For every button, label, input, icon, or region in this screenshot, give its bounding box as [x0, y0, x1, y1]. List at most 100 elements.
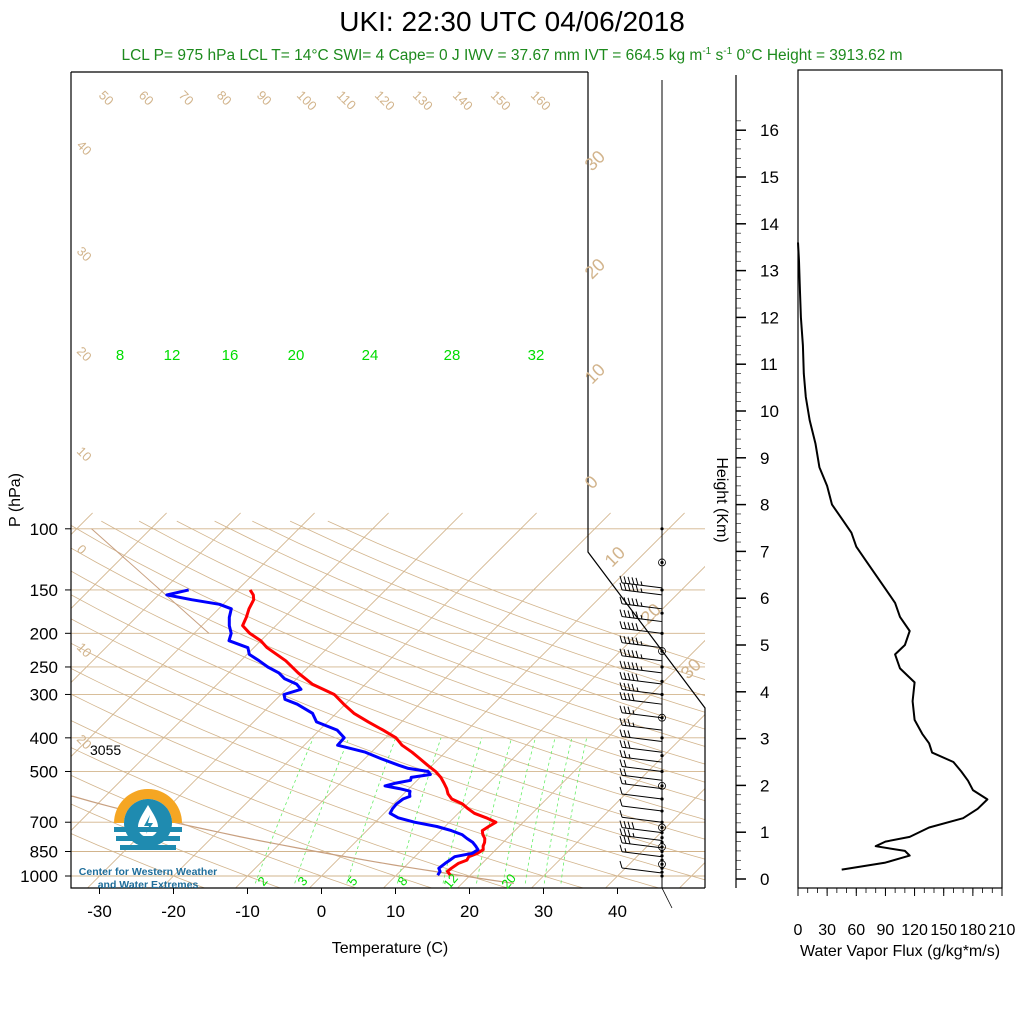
parcel-upper-line	[91, 528, 210, 634]
wind-barb-flag	[631, 683, 635, 692]
wind-barb-staff	[621, 724, 663, 731]
wind-barb-flag	[627, 661, 631, 670]
mixing-ratio-line	[294, 737, 350, 884]
wind-barb-staff	[621, 678, 663, 685]
isotherm-top-label: 150	[488, 88, 514, 114]
wind-barb-flag	[627, 576, 631, 585]
wind-barb-flag	[627, 636, 631, 644]
wind-barb-flag	[623, 729, 627, 738]
wind-barb-flag	[631, 622, 635, 630]
wind-barb-flag	[623, 836, 627, 844]
wind-barb-flag	[635, 584, 639, 593]
y-tick-label: 400	[30, 729, 58, 748]
subtitle-tail: 0°C Height = 3913.62 m	[732, 47, 903, 65]
barb-axis-tail	[661, 887, 673, 909]
wind-barb-flag	[619, 717, 623, 726]
wind-barb-flag	[623, 609, 627, 618]
dry-adiabat-line	[71, 747, 434, 888]
wind-barb-flag	[619, 692, 623, 700]
y-tick-label: 300	[30, 685, 58, 704]
wind-barb-staff	[621, 765, 663, 772]
wind-barb-staff	[621, 793, 663, 800]
wind-barb-flag	[627, 672, 631, 681]
dry-adiabat-line	[71, 524, 705, 783]
dry-adiabat-line	[214, 520, 705, 713]
wind-barb-flag	[619, 671, 623, 680]
barb-level-dot	[660, 665, 664, 669]
subtitle-mid: s	[711, 47, 724, 65]
wind-barb-flag	[627, 836, 631, 845]
wind-barb-flag	[619, 648, 623, 656]
wind-barb-half-flag	[636, 687, 639, 692]
wind-barb-flag	[635, 577, 639, 586]
wind-barb-half-flag	[624, 779, 627, 785]
isotherm-top-label: 140	[450, 88, 476, 114]
wind-barb-flag	[619, 798, 623, 807]
dry-adiabat-line	[101, 520, 705, 765]
isotherm-line	[751, 513, 1024, 890]
isotherm-line	[234, 512, 611, 888]
y-tick-label: 200	[30, 624, 58, 643]
wind-barb-half-flag	[640, 588, 643, 593]
wind-barb-flag	[619, 582, 623, 591]
mixing-ratio-top-label: 28	[444, 347, 461, 364]
wind-barb-staff	[621, 834, 663, 841]
wind-barb-flag	[619, 844, 623, 852]
isotherm-top-label: 130	[410, 88, 436, 114]
mixing-ratio-top-label: 24	[362, 347, 379, 364]
mixing-ratio-line	[476, 737, 512, 884]
wind-barb-flag	[619, 635, 623, 643]
wind-barb-half-flag	[628, 754, 631, 759]
wind-barb-flag	[623, 759, 627, 768]
x-tick-label: -10	[235, 902, 260, 921]
wind-barb-flag	[619, 609, 623, 617]
wind-barb-flag	[619, 740, 623, 748]
subtitle-main: LCL P= 975 hPa LCL T= 14°C SWI= 4 Cape= …	[121, 47, 703, 65]
isotherm-top-label: 110	[334, 88, 359, 113]
subtitle-sup-1: -1	[702, 46, 712, 57]
isotherm-top-label: 120	[372, 88, 398, 114]
wind-barb-flag	[623, 672, 627, 680]
barb-level-dot	[660, 835, 664, 840]
wind-barb-half-flag	[640, 602, 643, 607]
wind-barb-staff	[621, 736, 663, 743]
dry-adiabat-line	[71, 618, 705, 860]
barb-level-dot	[660, 753, 664, 758]
logo-text-line-1: Center for Western Weather	[79, 866, 217, 878]
y-axis-title: P (hPa)	[7, 473, 24, 527]
wind-barb-flag	[623, 597, 627, 605]
x-tick-label: 30	[534, 902, 553, 921]
x-tick-label: -20	[161, 902, 186, 921]
wind-barb-staff	[621, 627, 663, 634]
isotherm-line	[71, 512, 389, 832]
barb-level-dot	[660, 862, 664, 866]
wind-barb-staff	[621, 774, 663, 781]
y-tick-label: 150	[30, 581, 58, 600]
y-tick-label: 500	[30, 762, 58, 781]
dewpoint-trace	[165, 588, 480, 877]
mixing-ratio-top-label: 32	[528, 347, 545, 364]
y-tick-label: 250	[30, 658, 58, 677]
wind-barb-flag	[631, 610, 635, 619]
isotherm-line	[160, 512, 537, 888]
wind-barb-half-flag	[632, 710, 635, 715]
y-tick-label: 1000	[20, 867, 58, 886]
mixing-ratio-top-label: 8	[116, 347, 124, 364]
wind-barb-flag	[623, 692, 627, 700]
dry-adiabat-line	[71, 774, 358, 888]
wind-barb-flag	[635, 662, 639, 671]
wind-barb-flag	[627, 730, 631, 738]
logo-text-line-2: and Water Extremes	[98, 879, 199, 891]
dry-adiabat-line	[289, 520, 705, 680]
wind-barb-flag	[619, 776, 623, 784]
wind-barb-flag	[623, 621, 627, 629]
wind-barb-flag	[619, 820, 623, 828]
wind-barb-flag	[623, 740, 627, 748]
wind-barb-staff	[621, 867, 663, 874]
wind-barb-half-flag	[640, 641, 643, 646]
barb-level-dot	[660, 866, 664, 870]
isotherm-line	[71, 512, 315, 758]
wind-barb-half-flag	[640, 614, 643, 620]
y-tick-label: 100	[30, 520, 58, 539]
